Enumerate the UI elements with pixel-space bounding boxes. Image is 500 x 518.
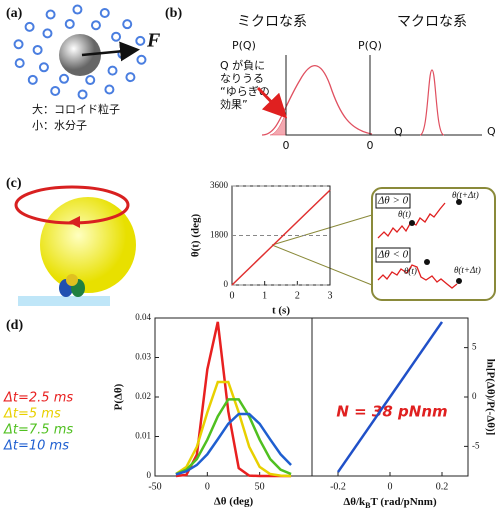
point	[424, 259, 430, 265]
macro-axes	[370, 55, 482, 135]
x-tick-label: 1	[262, 290, 267, 301]
point	[456, 278, 462, 284]
point	[409, 220, 415, 226]
figure: (a) F 大：コロイド粒子小：水分子 (b) ミクロな系 マクロな系 P(Q)…	[0, 0, 500, 518]
y-axis-label: θ(t) (deg)	[190, 214, 202, 258]
page: {"panels": { "a": {"label": "(a)", "forc…	[0, 0, 500, 518]
y-tick-label: 0.02	[135, 391, 151, 401]
y-tick-label: 5	[472, 342, 477, 352]
water	[26, 23, 34, 31]
water	[86, 76, 94, 84]
water	[136, 37, 144, 45]
water	[79, 90, 87, 98]
macro-title: マクロな系	[397, 14, 467, 30]
y-axis-label: P(Δθ)	[113, 383, 125, 410]
x-axis-label: Δθ (deg)	[214, 496, 254, 508]
zoom-line	[272, 245, 372, 285]
origin: 0	[283, 139, 290, 152]
water	[73, 6, 81, 14]
text-line: 小：水分子	[32, 119, 87, 132]
x-tick-label: -50	[148, 481, 161, 492]
end-label: θ(t+Δt)	[454, 265, 481, 275]
x-tick-label: -0.2	[330, 481, 346, 492]
start-label: θ(t)	[404, 266, 417, 276]
water	[105, 86, 113, 94]
macro-curve	[420, 70, 444, 135]
panel-label: (c)	[6, 176, 22, 191]
water	[137, 56, 145, 64]
y-label: P(Q)	[358, 39, 382, 52]
legend-entry: Δt=2.5 ms	[3, 391, 73, 406]
water	[47, 10, 55, 18]
x-label: Q	[394, 125, 403, 138]
text-line: なりうる	[220, 72, 264, 85]
micro-curve	[262, 66, 372, 135]
x-tick-label: 0	[230, 290, 235, 301]
bead	[40, 197, 136, 293]
legend-entry: Δt=5 ms	[3, 407, 61, 422]
origin: 0	[367, 139, 374, 152]
zoom-line	[272, 215, 372, 245]
x-tick-label: 2	[295, 290, 300, 301]
condition: Δθ < 0	[377, 249, 409, 261]
x-tick-label: 0.2	[436, 481, 449, 492]
y-tick-label: 1800	[210, 230, 229, 240]
x-axis-label-part: T (rad/pNnm)	[371, 496, 437, 508]
legend-a: 大：コロイド粒子小：水分子	[32, 102, 120, 132]
text-line: Q が負に	[220, 58, 265, 72]
x-tick-label: 3	[328, 290, 333, 301]
base	[18, 296, 110, 306]
y-tick-label: 3600	[210, 180, 229, 190]
x-axis-label-part: Δθ/k	[343, 496, 366, 508]
annotation: N = 38 pNnm	[336, 403, 447, 421]
y-tick-label: 0	[147, 470, 152, 480]
water	[43, 29, 51, 37]
x-tick-label: 50	[255, 481, 265, 492]
text-line: 効果”	[220, 97, 248, 111]
water	[123, 20, 131, 28]
water	[34, 46, 42, 54]
note-arrow	[258, 88, 283, 114]
fluctuation-note: Q が負になりうる“ゆらぎの効果”	[220, 58, 270, 111]
water	[51, 87, 59, 95]
force-label: F	[146, 30, 161, 52]
y-label: P(Q)	[232, 39, 256, 52]
start-label: θ(t)	[398, 209, 411, 219]
water	[109, 67, 117, 75]
panel-label: (d)	[6, 318, 23, 333]
x-tick-label: 0	[205, 481, 210, 492]
y-tick-label: 0.03	[135, 352, 151, 362]
water	[15, 40, 23, 48]
y-tick-label: 0	[472, 391, 477, 401]
water	[112, 33, 120, 41]
water	[40, 63, 48, 71]
legend-entry: Δt=7.5 ms	[3, 423, 73, 438]
panel-label: (a)	[6, 6, 23, 21]
x-axis-label: t (s)	[272, 305, 290, 317]
water	[16, 59, 24, 67]
panel-label: (b)	[165, 6, 182, 21]
micro-title: ミクロな系	[237, 14, 307, 30]
y-tick-label: -5	[472, 440, 480, 450]
x-axis-label: Δθ/kBT (rad/pNnm)	[343, 496, 437, 511]
x-tick-label: 0	[388, 481, 393, 492]
water	[60, 75, 68, 83]
y-tick-label: 0.01	[135, 431, 151, 441]
y-axis-label: ln[P(Δθ)/P(-Δθ)]	[484, 359, 496, 436]
water	[126, 73, 134, 81]
x-label: Q	[487, 125, 496, 138]
y-tick-label: 0.04	[135, 312, 151, 322]
water	[29, 76, 37, 84]
series-line	[338, 322, 442, 472]
text-line: 大：コロイド粒子	[32, 102, 120, 116]
y-tick-label: 0	[224, 279, 229, 289]
condition: Δθ > 0	[377, 195, 409, 207]
end-label: θ(t+Δt)	[452, 190, 479, 200]
water	[92, 21, 100, 29]
water	[66, 20, 74, 28]
legend-entry: Δt=10 ms	[3, 439, 69, 454]
water	[101, 9, 109, 17]
motor	[66, 274, 78, 286]
series-line	[232, 190, 330, 285]
